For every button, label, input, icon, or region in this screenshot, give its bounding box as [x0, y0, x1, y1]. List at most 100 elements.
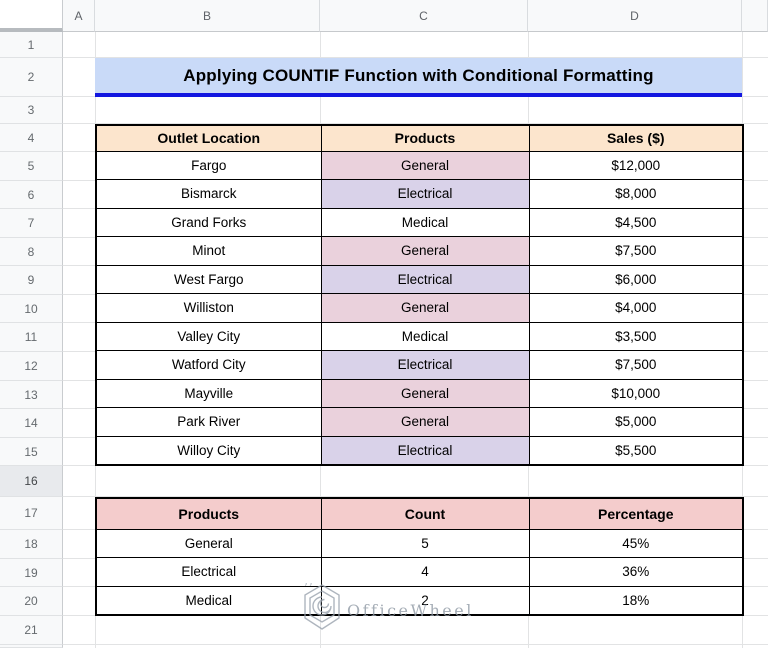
cell-product[interactable]: General: [95, 528, 322, 559]
gridline: [63, 644, 768, 645]
cell-sales[interactable]: $8,000: [528, 179, 744, 209]
table-row: Grand Forks Medical $4,500: [95, 207, 744, 237]
table-row: Valley City Medical $3,500: [95, 321, 744, 351]
table-row: Minot General $7,500: [95, 236, 744, 266]
row-header-19[interactable]: 19: [0, 559, 63, 587]
row-header-14[interactable]: 14: [0, 409, 63, 438]
column-header-b[interactable]: B: [95, 0, 320, 32]
cell-product[interactable]: Medical: [320, 207, 530, 237]
cell-product[interactable]: Electrical: [320, 264, 530, 294]
cell-product[interactable]: General: [320, 407, 530, 437]
column-header-c[interactable]: C: [320, 0, 528, 32]
cell-location[interactable]: Minot: [95, 236, 322, 266]
header-outlet-location[interactable]: Outlet Location: [95, 124, 322, 152]
table-row: Willoy City Electrical $5,500: [95, 435, 744, 465]
cell-sales[interactable]: $6,000: [528, 264, 744, 294]
cell-count[interactable]: 4: [320, 557, 530, 587]
cell-location[interactable]: Valley City: [95, 321, 322, 351]
sales-table: Outlet Location Products Sales ($) Fargo…: [95, 124, 744, 466]
gridline: [63, 57, 768, 58]
column-header-e[interactable]: [742, 0, 768, 32]
row-header-5[interactable]: 5: [0, 152, 63, 181]
cell-sales[interactable]: $4,500: [528, 207, 744, 237]
gridline: [63, 465, 768, 466]
cell-location[interactable]: Willoy City: [95, 435, 322, 465]
cell-count[interactable]: 2: [320, 585, 530, 616]
row-header-18[interactable]: 18: [0, 530, 63, 559]
row-header-16[interactable]: 16: [0, 466, 63, 497]
summary-table: Products Count Percentage General 5 45% …: [95, 497, 744, 616]
cell-sales[interactable]: $10,000: [528, 378, 744, 408]
header-products[interactable]: Products: [95, 497, 322, 530]
column-header-a[interactable]: A: [63, 0, 95, 32]
header-count[interactable]: Count: [320, 497, 530, 530]
row-header-15[interactable]: 15: [0, 438, 63, 466]
cell-sales[interactable]: $5,500: [528, 435, 744, 465]
header-products[interactable]: Products: [320, 124, 530, 152]
table-row: Fargo General $12,000: [95, 150, 744, 180]
table-header-row: Outlet Location Products Sales ($): [95, 124, 744, 152]
cell-product[interactable]: Electrical: [95, 557, 322, 587]
row-header-3[interactable]: 3: [0, 97, 63, 124]
table-row: Medical 2 18%: [95, 585, 744, 616]
cell-sales[interactable]: $4,000: [528, 293, 744, 323]
cell-product[interactable]: Electrical: [320, 179, 530, 209]
row-header-13[interactable]: 13: [0, 381, 63, 409]
row-header-9[interactable]: 9: [0, 266, 63, 295]
cell-location[interactable]: West Fargo: [95, 264, 322, 294]
row-header-4[interactable]: 4: [0, 124, 63, 152]
cell-sales[interactable]: $12,000: [528, 150, 744, 180]
cell-product[interactable]: Medical: [320, 321, 530, 351]
cell-percentage[interactable]: 18%: [528, 585, 744, 616]
cell-sales[interactable]: $7,500: [528, 236, 744, 266]
cell-sales[interactable]: $3,500: [528, 321, 744, 351]
cell-product[interactable]: Medical: [95, 585, 322, 616]
cell-location[interactable]: Fargo: [95, 150, 322, 180]
row-header-8[interactable]: 8: [0, 238, 63, 266]
cell-percentage[interactable]: 45%: [528, 528, 744, 559]
row-header-11[interactable]: 11: [0, 323, 63, 352]
row-header-17[interactable]: 17: [0, 497, 63, 530]
table-header-row: Products Count Percentage: [95, 497, 744, 530]
cell-count[interactable]: 5: [320, 528, 530, 559]
column-header-d[interactable]: D: [528, 0, 742, 32]
cell-location[interactable]: Park River: [95, 407, 322, 437]
cell-percentage[interactable]: 36%: [528, 557, 744, 587]
cell-product[interactable]: General: [320, 378, 530, 408]
table-row: Williston General $4,000: [95, 293, 744, 323]
table-row: Mayville General $10,000: [95, 378, 744, 408]
cell-location[interactable]: Grand Forks: [95, 207, 322, 237]
select-all-corner[interactable]: [0, 0, 63, 32]
row-header-6[interactable]: 6: [0, 181, 63, 209]
table-row: Watford City Electrical $7,500: [95, 350, 744, 380]
row-header-12[interactable]: 12: [0, 352, 63, 381]
gridline: [63, 496, 768, 497]
cell-product[interactable]: General: [320, 236, 530, 266]
cell-product[interactable]: General: [320, 150, 530, 180]
table-row: West Fargo Electrical $6,000: [95, 264, 744, 294]
row-header-20[interactable]: 20: [0, 587, 63, 616]
table-row: Electrical 4 36%: [95, 557, 744, 587]
header-percentage[interactable]: Percentage: [528, 497, 744, 530]
gridline: [63, 123, 768, 124]
table-row: Park River General $5,000: [95, 407, 744, 437]
cell-product[interactable]: Electrical: [320, 350, 530, 380]
cell-sales[interactable]: $7,500: [528, 350, 744, 380]
table-row: General 5 45%: [95, 528, 744, 559]
row-header-10[interactable]: 10: [0, 295, 63, 323]
row-header-7[interactable]: 7: [0, 209, 63, 238]
cell-sales[interactable]: $5,000: [528, 407, 744, 437]
cell-location[interactable]: Bismarck: [95, 179, 322, 209]
row-header-1[interactable]: 1: [0, 32, 63, 58]
cell-product[interactable]: General: [320, 293, 530, 323]
cell-location[interactable]: Mayville: [95, 378, 322, 408]
title-cell[interactable]: Applying COUNTIF Function with Condition…: [95, 58, 742, 97]
cell-product[interactable]: Electrical: [320, 435, 530, 465]
header-sales[interactable]: Sales ($): [528, 124, 744, 152]
row-header-2[interactable]: 2: [0, 58, 63, 97]
row-header-21[interactable]: 21: [0, 616, 63, 645]
cell-location[interactable]: Watford City: [95, 350, 322, 380]
cell-location[interactable]: Williston: [95, 293, 322, 323]
table-row: Bismarck Electrical $8,000: [95, 179, 744, 209]
